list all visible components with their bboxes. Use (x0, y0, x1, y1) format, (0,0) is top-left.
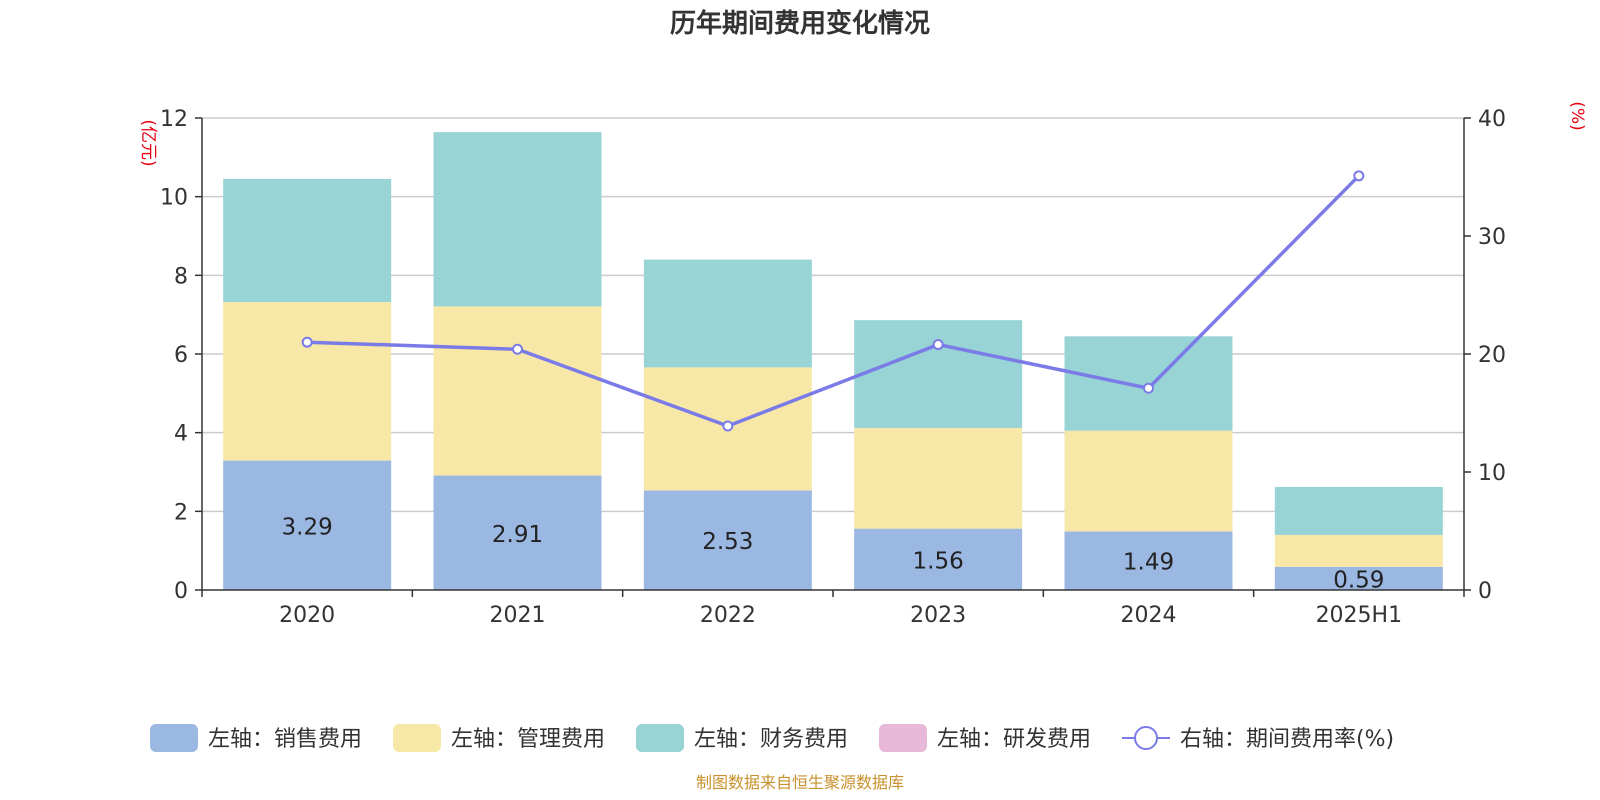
right-tick-label: 30 (1478, 225, 1506, 250)
bar-data-label: 3.29 (282, 514, 333, 540)
right-axis-unit: (%) (1567, 101, 1587, 130)
rate-point (932, 339, 944, 351)
x-tick-label: 2022 (700, 603, 756, 628)
x-tick-label: 2025H1 (1316, 603, 1403, 628)
legend-label: 右轴：期间费用率(%) (1180, 727, 1394, 752)
bar-segment (854, 320, 1023, 428)
right-tick-label: 40 (1478, 107, 1506, 132)
rate-point (1143, 382, 1154, 394)
bar-data-label: 2.91 (492, 522, 543, 548)
x-tick-label: 2021 (490, 603, 546, 628)
left-tick-label: 0 (174, 579, 188, 604)
bar-segment (433, 306, 602, 476)
x-tick-label: 2024 (1121, 603, 1177, 628)
legend-swatch (879, 724, 927, 752)
bar-data-label: 1.56 (913, 548, 964, 574)
bar-segment (433, 132, 602, 307)
bar-segment (1274, 534, 1443, 567)
legend-label: 左轴：研发费用 (937, 727, 1091, 752)
bar-segment (223, 178, 392, 303)
bar-segment (643, 259, 812, 368)
bar-segment (854, 427, 1023, 529)
legend-swatch (393, 724, 441, 752)
right-tick-label: 10 (1478, 461, 1506, 486)
bar-data-label: 2.53 (702, 529, 753, 555)
rate-point (512, 343, 523, 355)
x-tick-label: 2020 (279, 603, 335, 628)
rate-line-layer (301, 170, 1365, 432)
rate-point (301, 336, 313, 348)
source-note: 制图数据来自恒生聚源数据库 (696, 773, 904, 792)
bar-segment (223, 302, 392, 461)
bar-segment (1274, 486, 1443, 535)
left-tick-label: 2 (174, 500, 188, 525)
right-tick-label: 20 (1478, 343, 1506, 368)
chart-title: 历年期间费用变化情况 (670, 8, 930, 39)
bar-data-label: 1.49 (1123, 550, 1174, 576)
rate-point (722, 420, 734, 432)
legend-marker (1134, 726, 1158, 750)
left-tick-label: 6 (174, 343, 188, 368)
bar-data-label: 0.59 (1333, 567, 1384, 593)
left-tick-label: 12 (160, 107, 188, 132)
bar-segment (223, 460, 392, 590)
bar-segment (1274, 566, 1443, 590)
legend-swatch (150, 724, 198, 752)
left-tick-label: 4 (174, 422, 188, 447)
left-axis-unit: (亿元) (138, 119, 158, 166)
bar-labels: 3.29 2.91 2.53 1.56 1.49 0.59 (282, 514, 1385, 593)
bar-segment (1064, 531, 1233, 590)
bar-segment (643, 490, 812, 590)
bar-segment (1064, 430, 1233, 532)
bars (223, 132, 1443, 590)
legend-label: 左轴：销售费用 (208, 727, 362, 752)
legend-swatch (636, 724, 684, 752)
rate-point (1353, 170, 1365, 182)
left-tick-label: 8 (174, 264, 188, 289)
legend-label: 左轴：财务费用 (694, 727, 848, 752)
axes: 0 2 4 6 8 10 12 0 10 20 30 40 2020 2021 2022 2023 2024 20… (160, 107, 1506, 628)
grid-lines (202, 117, 1464, 513)
rate-line (307, 174, 1361, 428)
x-tick-label: 2023 (910, 603, 966, 628)
bar-segment (433, 475, 602, 590)
left-tick-label: 10 (160, 186, 188, 211)
legend-label: 左轴：管理费用 (451, 727, 605, 752)
bar-segment (854, 528, 1023, 590)
legend: 左轴：销售费用 左轴：管理费用 左轴：财务费用 左轴：研发费用 右轴：期间费用率(%) (150, 724, 1394, 752)
right-tick-label: 0 (1478, 579, 1492, 604)
